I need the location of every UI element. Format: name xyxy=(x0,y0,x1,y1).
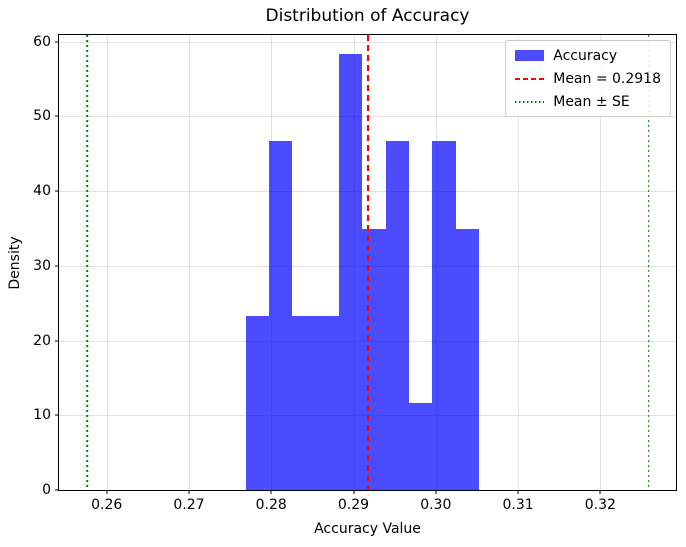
x-tick-mark xyxy=(353,490,354,494)
x-gridline xyxy=(600,35,602,490)
y-tick-mark xyxy=(55,41,59,43)
legend-label-accuracy: Accuracy xyxy=(553,47,618,64)
y-tick-mark xyxy=(55,265,59,267)
legend-swatch-accuracy-patch xyxy=(515,50,545,61)
x-tick-label: 0.26 xyxy=(91,497,123,513)
x-tick-mark xyxy=(270,490,272,494)
legend-label-mean-se: Mean ± SE xyxy=(553,93,630,110)
y-tick-label: 60 xyxy=(33,33,51,50)
y-tick-label: 20 xyxy=(33,332,51,349)
y-tick-label: 10 xyxy=(33,407,51,424)
x-tick-mark xyxy=(188,490,190,494)
mean-minus-se-line xyxy=(86,35,88,490)
histogram-bar xyxy=(291,315,316,490)
x-tick-mark xyxy=(517,490,519,494)
histogram-bar xyxy=(315,315,339,490)
legend-entry-accuracy: Accuracy xyxy=(515,47,661,64)
y-tick-mark xyxy=(55,340,59,342)
x-tick-label: 0.28 xyxy=(255,497,287,513)
x-gridline xyxy=(106,35,108,490)
histogram-bar xyxy=(385,141,409,490)
histogram-bar xyxy=(408,402,432,490)
x-gridline xyxy=(518,35,520,490)
legend-swatch-mean-dashed-line xyxy=(515,77,545,80)
y-tick-mark xyxy=(55,489,59,491)
histogram-bar xyxy=(455,228,479,490)
histogram-bar xyxy=(245,315,269,490)
y-tick-label: 40 xyxy=(33,183,51,200)
y-axis-label: Density xyxy=(7,236,23,290)
legend: Accuracy Mean = 0.2918 Mean ± SE xyxy=(505,40,671,117)
x-tick-label: 0.29 xyxy=(337,497,370,513)
histogram-bar xyxy=(338,54,362,490)
x-tick-label: 0.32 xyxy=(584,497,616,513)
y-tick-label: 50 xyxy=(33,108,51,125)
y-tick-mark xyxy=(55,115,59,117)
x-gridline xyxy=(188,35,190,490)
y-tick-label: 30 xyxy=(33,257,51,274)
histogram-bar xyxy=(361,228,386,490)
y-tick-mark xyxy=(55,414,59,416)
histogram-bar xyxy=(431,141,456,490)
legend-label-mean: Mean = 0.2918 xyxy=(553,70,661,87)
mean-plus-se-line xyxy=(648,35,650,490)
x-tick-mark xyxy=(106,490,108,494)
mean-line xyxy=(367,35,370,490)
x-tick-label: 0.30 xyxy=(420,497,452,513)
x-tick-label: 0.31 xyxy=(502,497,534,513)
histogram-bar xyxy=(268,141,292,490)
x-tick-label: 0.27 xyxy=(173,497,205,513)
legend-entry-mean: Mean = 0.2918 xyxy=(515,70,661,87)
legend-swatch-mean-se-dotted-line xyxy=(515,100,545,103)
x-tick-mark xyxy=(599,490,601,494)
y-tick-label: 0 xyxy=(42,482,51,498)
x-axis-label: Accuracy Value xyxy=(314,521,421,537)
x-tick-mark xyxy=(435,490,437,494)
legend-entry-mean-se: Mean ± SE xyxy=(515,93,661,110)
plot-area: Accuracy Mean = 0.2918 Mean ± SE 0.26 0.2… xyxy=(33,34,677,513)
chart-title: Distribution of Accuracy xyxy=(265,6,470,26)
y-tick-mark xyxy=(55,190,59,192)
